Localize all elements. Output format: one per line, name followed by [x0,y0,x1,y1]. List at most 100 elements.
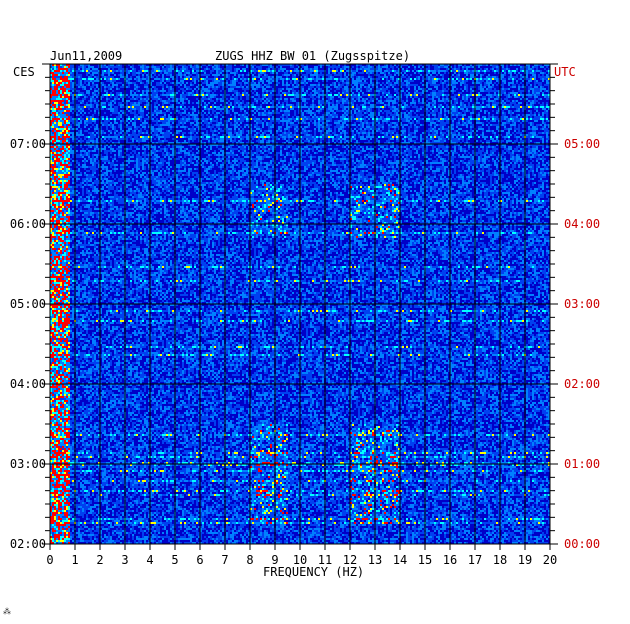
heatmap-cell [206,80,208,82]
heatmap-cell [536,100,538,102]
heatmap-cell [308,70,310,72]
heatmap-cell [308,80,310,82]
heatmap-cell [476,96,478,98]
heatmap-cell [134,70,136,72]
heatmap-cell [252,74,254,76]
heatmap-cell [130,82,132,84]
heatmap-cell [120,104,122,106]
heatmap-cell [490,100,492,102]
heatmap-cell [230,88,232,90]
heatmap-cell [386,100,388,102]
heatmap-cell [360,76,362,78]
heatmap-cell [488,94,490,96]
heatmap-cell [518,86,520,88]
heatmap-cell [90,76,92,78]
heatmap-cell [316,74,318,76]
heatmap-cell [480,84,482,86]
heatmap-cell [376,82,378,84]
heatmap-cell [52,80,54,82]
heatmap-cell [138,104,140,106]
heatmap-cell [418,72,420,74]
heatmap-cell [178,70,180,72]
heatmap-cell [440,66,442,68]
heatmap-cell [234,78,236,80]
heatmap-cell [162,92,164,94]
heatmap-cell [516,74,518,76]
heatmap-cell [286,86,288,88]
heatmap-cell [428,82,430,84]
heatmap-cell [506,96,508,98]
heatmap-cell [370,98,372,100]
heatmap-cell [262,78,264,80]
heatmap-cell [368,106,370,108]
heatmap-cell [236,102,238,104]
heatmap-cell [504,88,506,90]
heatmap-cell [428,76,430,78]
heatmap-cell [320,90,322,92]
heatmap-cell [112,68,114,70]
heatmap-cell [254,70,256,72]
heatmap-cell [168,80,170,82]
heatmap-cell [528,68,530,70]
heatmap-cell [78,80,80,82]
heatmap-cell [422,66,424,68]
heatmap-cell [52,102,54,104]
heatmap-cell [162,102,164,104]
heatmap-cell [504,102,506,104]
heatmap-cell [462,106,464,108]
heatmap-cell [68,68,70,70]
heatmap-cell [80,94,82,96]
heatmap-cell [216,66,218,68]
heatmap-cell [226,74,228,76]
heatmap-cell [470,90,472,92]
heatmap-cell [116,92,118,94]
heatmap-cell [534,92,536,94]
heatmap-cell [370,90,372,92]
heatmap-cell [292,92,294,94]
heatmap-cell [92,100,94,102]
heatmap-cell [528,72,530,74]
heatmap-cell [282,68,284,70]
heatmap-cell [376,102,378,104]
heatmap-cell [52,104,54,106]
heatmap-cell [86,104,88,106]
heatmap-cell [520,90,522,92]
heatmap-cell [292,106,294,108]
heatmap-cell [380,98,382,100]
heatmap-cell [328,106,330,108]
heatmap-cell [434,106,436,108]
heatmap-cell [122,110,124,112]
heatmap-cell [244,78,246,80]
heatmap-cell [214,110,216,112]
heatmap-cell [332,98,334,100]
heatmap-cell [142,90,144,92]
heatmap-cell [158,66,160,68]
heatmap-cell [412,80,414,82]
heatmap-cell [168,88,170,90]
heatmap-cell [136,88,138,90]
heatmap-cell [78,110,80,112]
heatmap-cell [256,92,258,94]
heatmap-cell [488,80,490,82]
heatmap-cell [110,82,112,84]
heatmap-cell [164,94,166,96]
heatmap-cell [296,102,298,104]
heatmap-cell [452,68,454,70]
heatmap-cell [340,86,342,88]
heatmap-cell [208,96,210,98]
heatmap-cell [406,80,408,82]
heatmap-cell [334,66,336,68]
heatmap-cell [440,70,442,72]
heatmap-cell [130,110,132,112]
heatmap-cell [346,90,348,92]
heatmap-cell [528,100,530,102]
heatmap-cell [308,88,310,90]
heatmap-cell [192,92,194,94]
heatmap-cell [258,108,260,110]
heatmap-cell [120,82,122,84]
heatmap-cell [320,74,322,76]
heatmap-cell [186,82,188,84]
heatmap-cell [496,66,498,68]
heatmap-cell [256,70,258,72]
heatmap-cell [512,76,514,78]
